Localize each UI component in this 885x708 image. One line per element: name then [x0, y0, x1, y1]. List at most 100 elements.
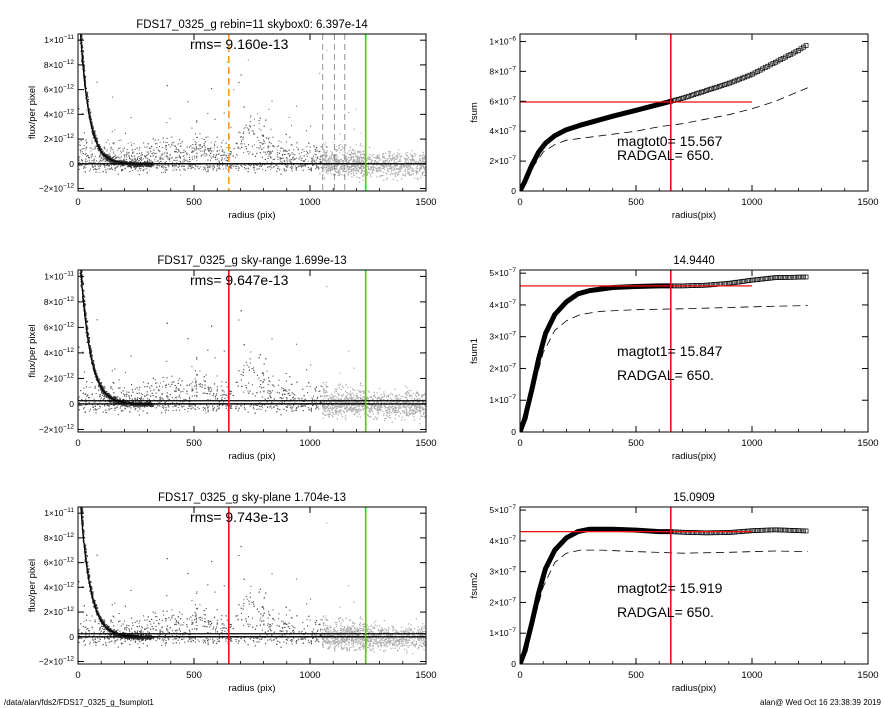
scatter-point — [306, 152, 308, 154]
scatter-point — [115, 167, 117, 169]
scatter-point — [375, 156, 377, 158]
scatter-point — [223, 151, 225, 153]
scatter-point — [335, 162, 337, 164]
scatter-point — [106, 154, 108, 156]
scatter-point — [271, 150, 273, 152]
scatter-point — [233, 148, 235, 150]
scatter-point — [356, 158, 358, 160]
scatter-point — [194, 165, 196, 167]
scatter-point — [407, 159, 409, 161]
scatter-point — [332, 166, 334, 168]
scatter-point — [129, 158, 131, 160]
scatter-point — [319, 173, 321, 175]
scatter-point — [393, 166, 395, 168]
scatter-point — [290, 161, 292, 163]
scatter-point — [79, 6, 80, 7]
scatter-point — [143, 142, 145, 144]
scatter-point — [320, 159, 322, 161]
scatter-point — [218, 153, 220, 155]
scatter-point — [276, 164, 278, 166]
scatter-point — [127, 153, 129, 155]
scatter-point — [424, 158, 426, 160]
scatter-point — [376, 164, 378, 166]
scatter-point — [111, 96, 113, 98]
scatter-point — [412, 168, 414, 170]
scatter-point — [395, 155, 397, 157]
scatter-point — [199, 166, 201, 168]
scatter-point — [345, 165, 347, 167]
scatter-point — [261, 134, 263, 136]
scatter-point — [155, 167, 157, 169]
scatter-point — [174, 145, 176, 147]
scatter-point — [270, 164, 272, 166]
scatter-point — [85, 87, 87, 90]
scatter-point — [80, 140, 82, 142]
scatter-point — [316, 165, 318, 167]
scatter-point — [78, 6, 79, 7]
scatter-point — [357, 165, 359, 167]
scatter-point — [123, 159, 125, 162]
scatter-point — [121, 170, 123, 172]
scatter-point — [196, 136, 198, 138]
scatter-point — [80, 21, 81, 22]
scatter-point — [368, 158, 370, 160]
scatter-point — [422, 166, 425, 168]
scatter-point — [195, 146, 197, 148]
scatter-point — [406, 154, 408, 156]
scatter-point — [131, 159, 133, 161]
scatter-point — [245, 146, 247, 148]
scatter-point — [330, 156, 333, 158]
scatter-point — [351, 164, 353, 166]
scatter-point — [148, 169, 150, 171]
scatter-point — [196, 152, 198, 154]
scatter-point — [415, 153, 417, 156]
scatter-point — [323, 149, 325, 151]
scatter-point — [328, 169, 330, 171]
scatter-point — [258, 168, 260, 170]
scatter-point — [315, 150, 317, 152]
scatter-point — [221, 154, 223, 156]
scatter-point — [267, 152, 269, 154]
scatter-point — [256, 147, 258, 149]
scatter-point — [128, 161, 131, 163]
scatter-point — [191, 151, 193, 153]
scatter-point — [144, 168, 146, 170]
scatter-point — [310, 167, 312, 169]
scatter-point — [145, 162, 147, 164]
scatter-point — [282, 157, 284, 159]
scatter-point — [117, 149, 119, 151]
scatter-point — [209, 166, 211, 168]
scatter-point — [299, 156, 301, 158]
scatter-point — [385, 160, 387, 162]
scatter-point — [331, 169, 333, 171]
scatter-point — [309, 146, 311, 148]
scatter-point — [292, 157, 294, 159]
scatter-point — [383, 161, 385, 164]
scatter-point — [79, 9, 80, 10]
scatter-point — [187, 101, 189, 103]
scatter-point — [191, 156, 193, 158]
scatter-point — [131, 158, 133, 160]
scatter-point — [356, 161, 358, 163]
scatter-point — [161, 165, 163, 167]
scatter-point — [393, 168, 395, 170]
scatter-point — [258, 139, 260, 141]
scatter-point — [175, 169, 177, 171]
scatter-point — [99, 154, 101, 156]
scatter-point — [219, 164, 221, 166]
scatter-point — [241, 166, 243, 168]
scatter-point — [140, 164, 142, 166]
scatter-point — [345, 156, 347, 158]
scatter-point — [80, 152, 82, 154]
scatter-point — [206, 154, 208, 156]
scatter-point — [348, 161, 350, 163]
scatter-point — [127, 165, 129, 167]
scatter-point — [416, 165, 418, 167]
scatter-point — [327, 170, 329, 172]
scatter-point — [282, 148, 284, 150]
scatter-point — [105, 154, 107, 156]
scatter-point — [325, 153, 328, 155]
scatter-point — [270, 151, 272, 153]
scatter-point — [153, 149, 155, 151]
